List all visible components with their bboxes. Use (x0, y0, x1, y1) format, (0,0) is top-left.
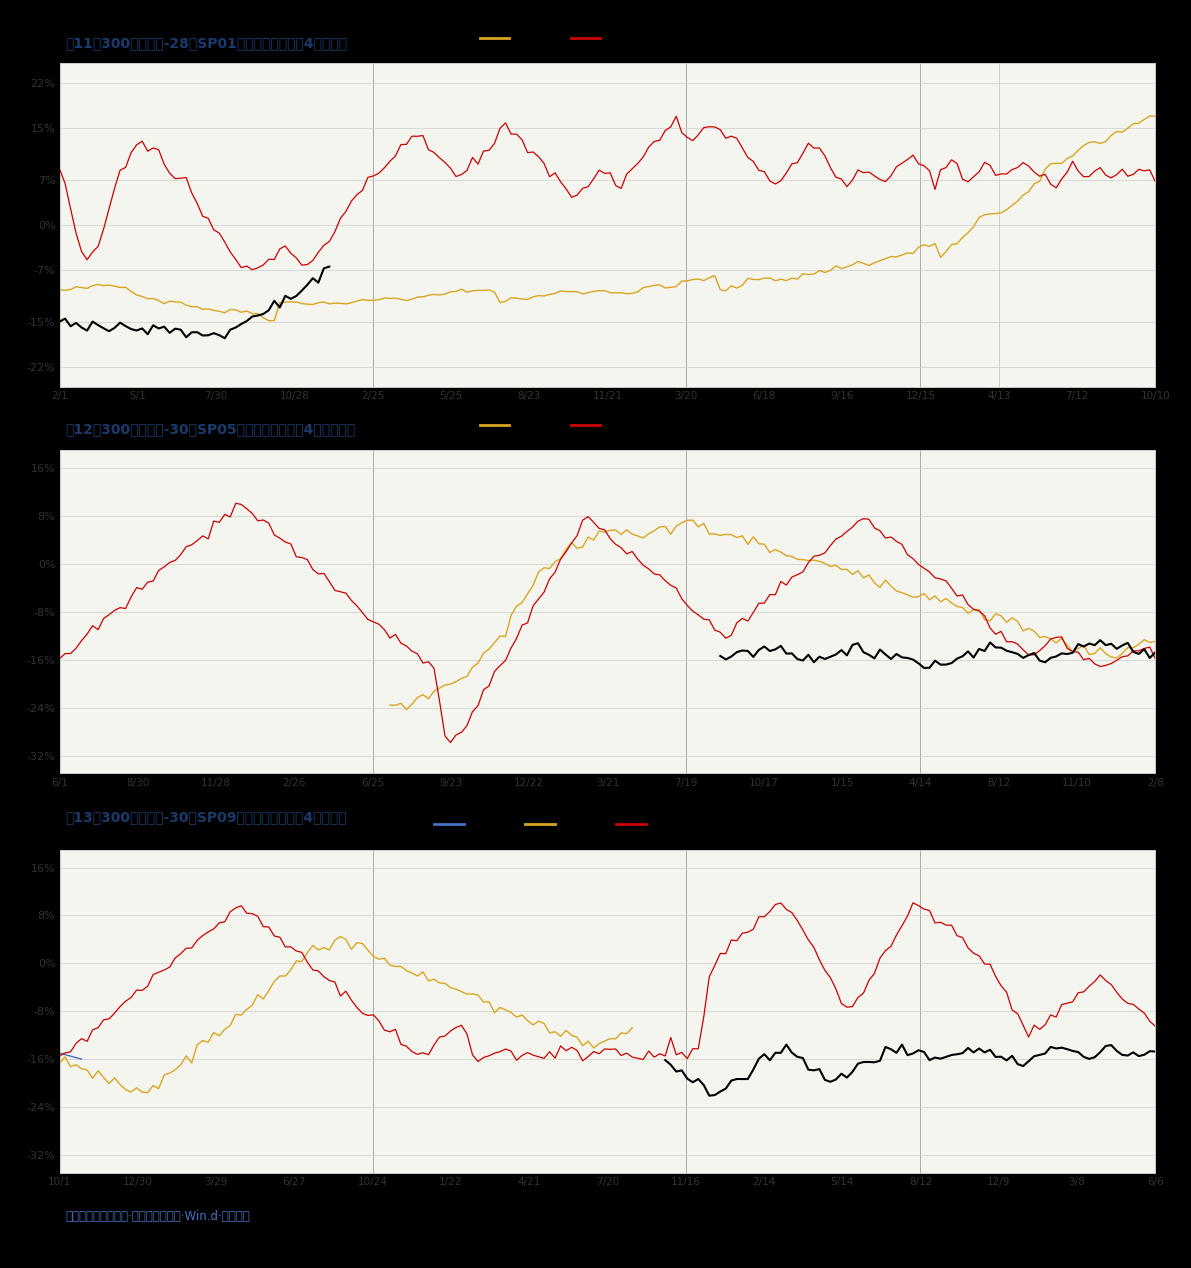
Legend: 12-15, 16-19, 20-23: 12-15, 16-19, 20-23 (475, 28, 740, 49)
Legend: 12-16, 16-20, 20-24: 12-16, 16-20, 20-24 (475, 415, 740, 436)
Text: 圖13：300噸本色漿-30手SP09（資金占用變動，4年周期）: 圖13：300噸本色漿-30手SP09（資金占用變動，4年周期） (66, 810, 347, 824)
Legend: 08-12, 12-16, 16-20, 20-24: 08-12, 12-16, 16-20, 20-24 (430, 814, 785, 836)
Text: 資料來源：中國漿紙·上海期貨交易所·Win.d·銀河期貨: 資料來源：中國漿紙·上海期貨交易所·Win.d·銀河期貨 (66, 1210, 250, 1222)
Text: 圖11：300噸本色漿-28手SP01（資金占用變動，4年周期）: 圖11：300噸本色漿-28手SP01（資金占用變動，4年周期） (66, 36, 348, 49)
Text: 圖12：300噸本色漿-30手SP05（資金占用變動，4年周期））: 圖12：300噸本色漿-30手SP05（資金占用變動，4年周期）） (66, 422, 356, 436)
